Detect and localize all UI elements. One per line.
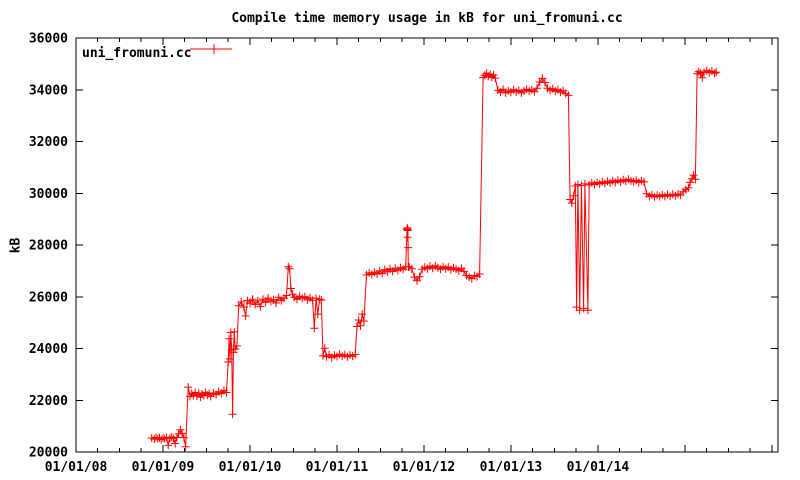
y-tick-label: 30000 (29, 187, 68, 202)
axis-tick-labels: 20000 22000 24000 26000 28000 30000 32000 34000… (29, 32, 630, 476)
x-tick-label: 01/01/13 (480, 460, 543, 475)
chart-title: Compile time memory usage in kB for uni_… (231, 11, 623, 26)
legend-series-label: uni_fromuni.cc (82, 46, 192, 61)
y-tick-label: 32000 (29, 135, 68, 150)
y-tick-label: 24000 (29, 342, 68, 357)
x-tick-label: 01/01/09 (132, 460, 195, 475)
x-tick-label: 01/01/10 (219, 460, 282, 475)
y-axis-label: kB (8, 237, 24, 254)
legend: uni_fromuni.cc (82, 42, 232, 61)
y-tick-label: 20000 (29, 446, 68, 461)
axis-ticks (76, 37, 778, 453)
y-tick-label: 28000 (29, 239, 68, 254)
y-tick-label: 34000 (29, 83, 68, 98)
series-markers (147, 66, 721, 451)
legend-line-sample-icon (190, 44, 232, 54)
y-tick-label: 36000 (29, 32, 68, 47)
y-tick-label: 22000 (29, 394, 68, 409)
x-tick-label: 01/01/14 (567, 460, 630, 475)
x-tick-label: 01/01/08 (45, 460, 108, 475)
x-tick-label: 01/01/12 (393, 460, 456, 475)
series-line (151, 69, 717, 447)
x-tick-label: 01/01/11 (306, 460, 369, 475)
y-tick-label: 26000 (29, 290, 68, 305)
plot-border (75, 37, 779, 453)
